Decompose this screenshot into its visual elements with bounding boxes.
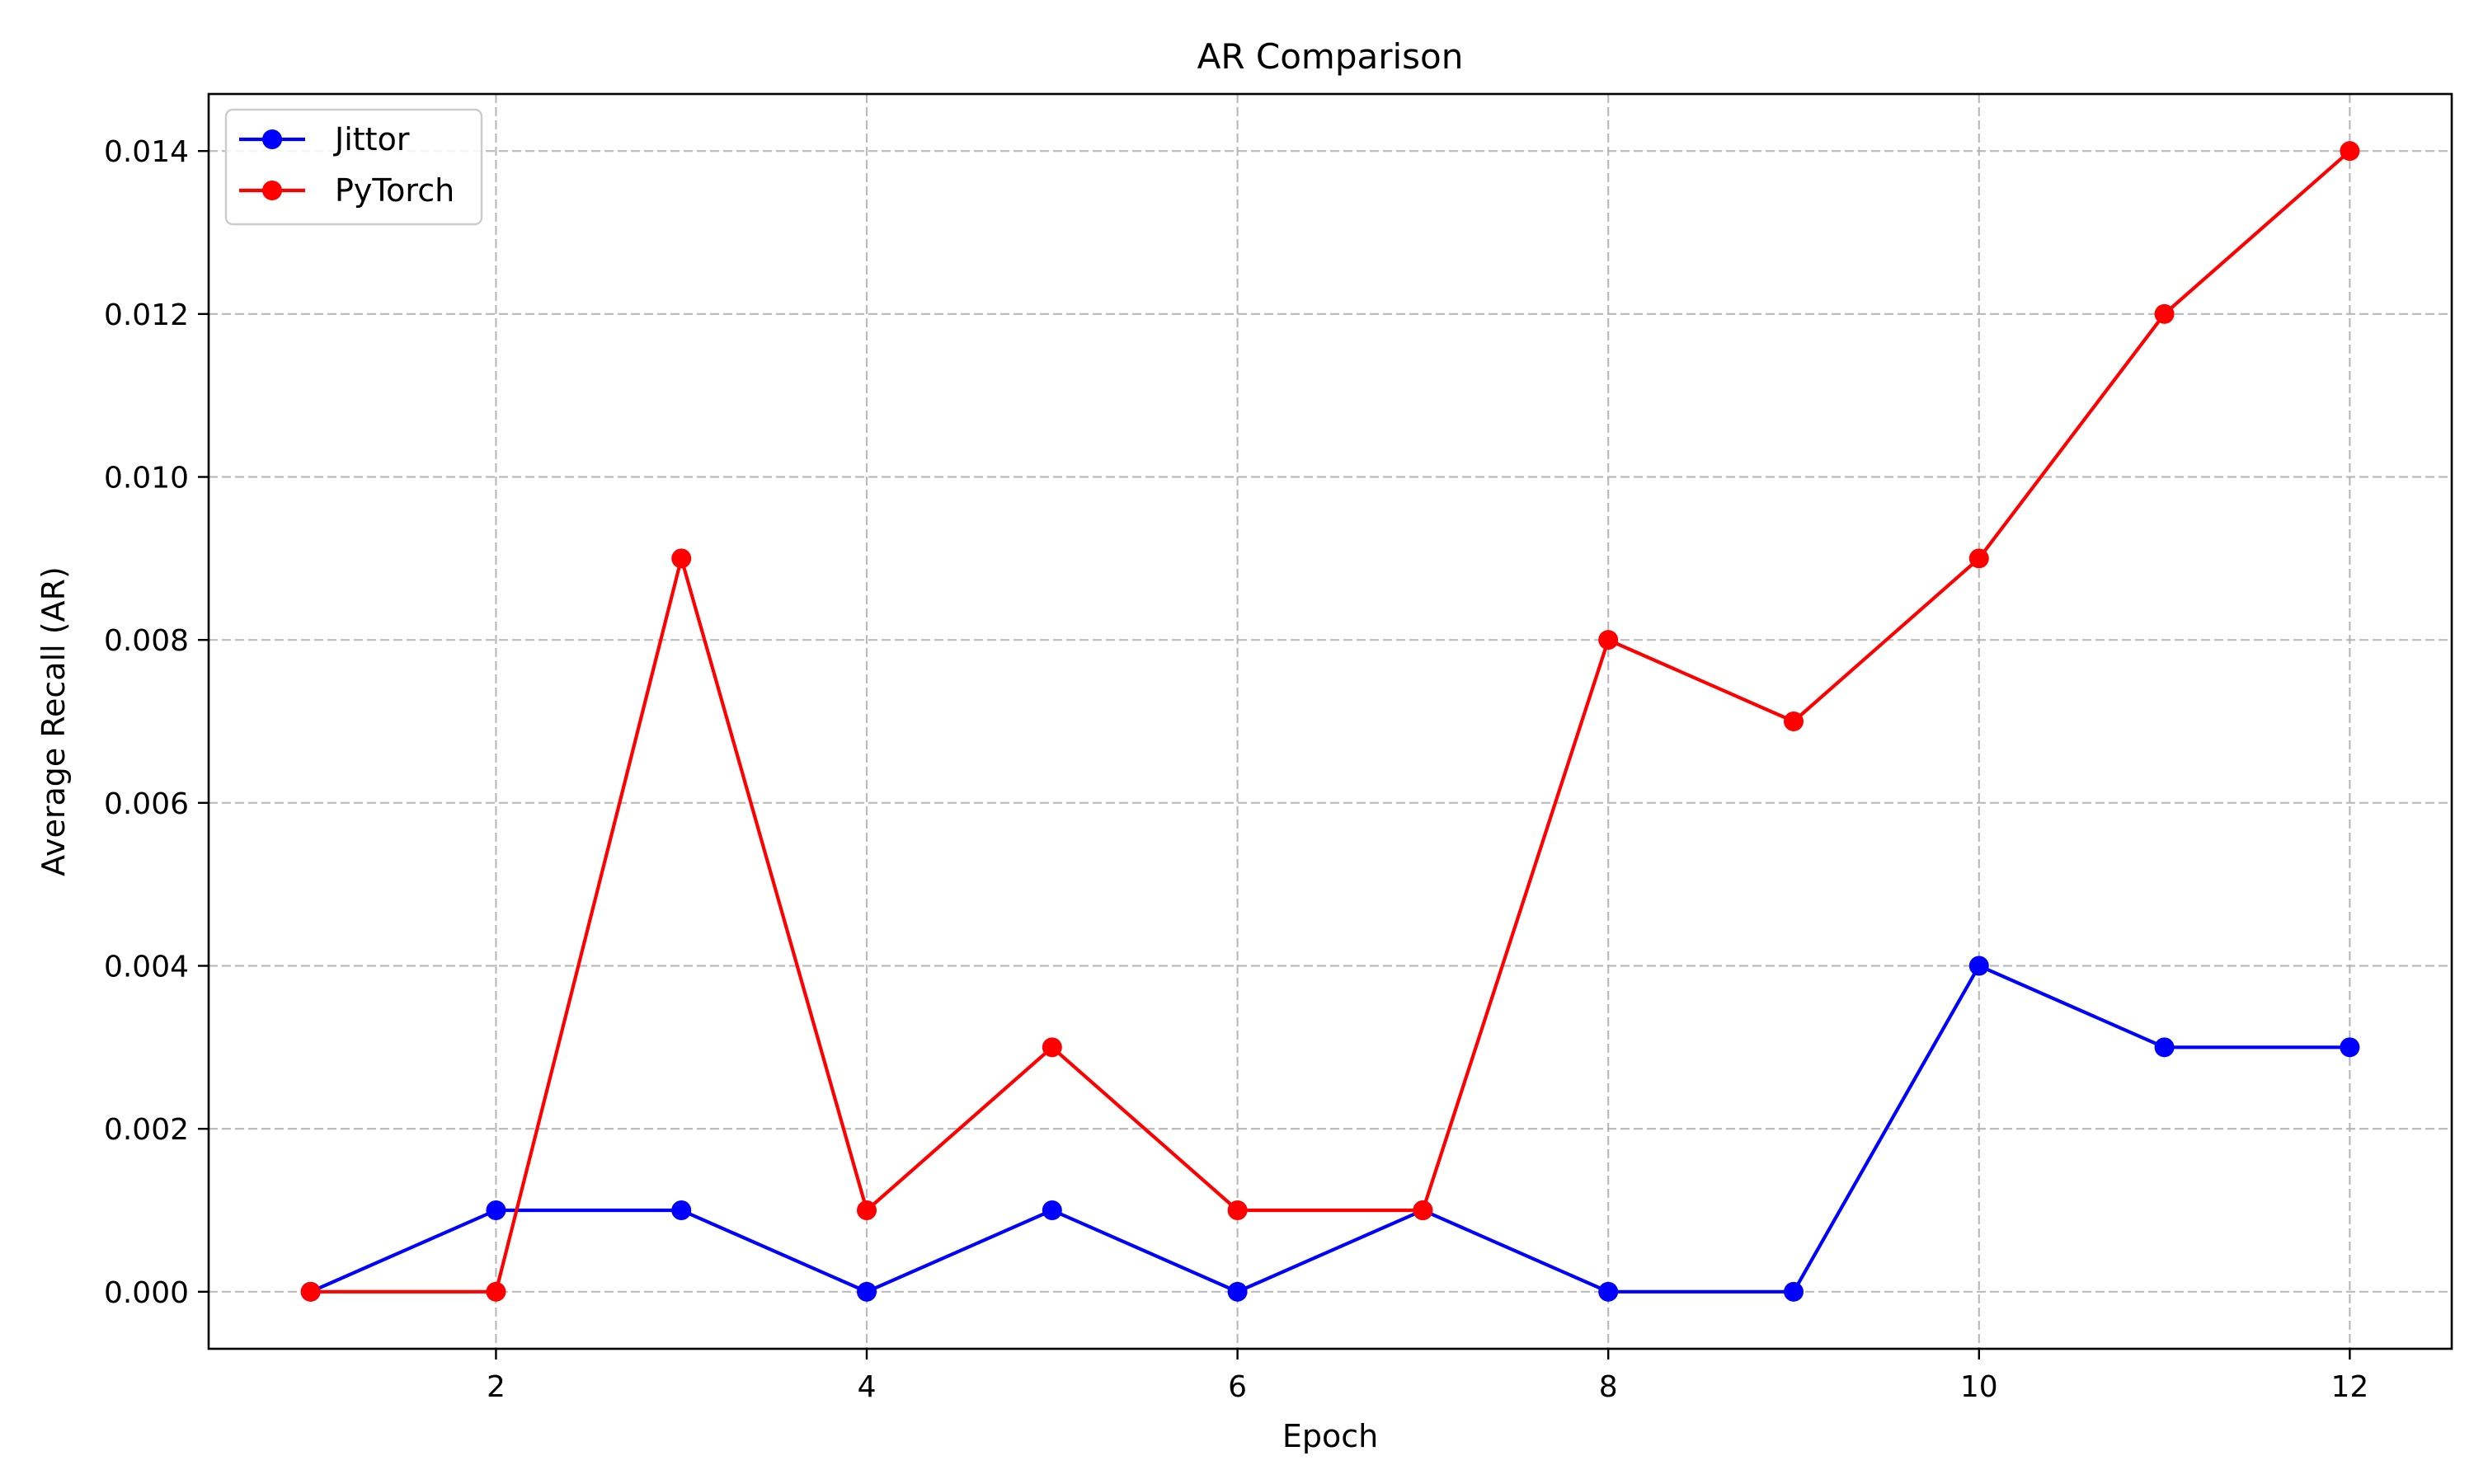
y-tick-label: 0.010	[104, 462, 189, 495]
y-tick-label: 0.012	[104, 298, 189, 332]
pytorch-point	[486, 1281, 506, 1302]
series-layer	[300, 141, 2360, 1302]
legend-label-pytorch: PyTorch	[335, 172, 454, 209]
x-tick-label: 12	[2331, 1370, 2368, 1404]
jittor-point	[2154, 1037, 2175, 1058]
jittor-point	[2340, 1037, 2360, 1058]
chart-title: AR Comparison	[1197, 36, 1464, 77]
y-axis-ticks: 0.000 0.002 0.004 0.006 0.008 0.010 0.012 0.014	[104, 135, 209, 1310]
pytorch-point	[671, 548, 692, 569]
x-tick-label: 4	[858, 1370, 877, 1404]
legend-label-jittor: Jittor	[333, 121, 410, 157]
series-pytorch	[300, 141, 2360, 1302]
legend-item-pytorch: PyTorch	[239, 172, 454, 209]
pytorch-point	[1968, 548, 1989, 569]
x-tick-label: 2	[487, 1370, 506, 1404]
pytorch-point	[2154, 303, 2175, 324]
jittor-point	[486, 1200, 506, 1220]
legend: Jittor PyTorch	[224, 108, 483, 226]
y-tick-label: 0.000	[104, 1276, 189, 1310]
jittor-point	[1227, 1281, 1248, 1302]
pytorch-point	[1598, 630, 1619, 650]
pytorch-point	[857, 1200, 877, 1220]
pytorch-point	[1042, 1037, 1062, 1058]
x-tick-label: 10	[1960, 1370, 1998, 1404]
x-axis-ticks: 2 4 6 8 10 12	[487, 1349, 2368, 1404]
grid-lines	[209, 94, 2452, 1349]
pytorch-line	[310, 149, 2351, 1294]
jittor-point	[1783, 1281, 1804, 1302]
pytorch-point	[1783, 711, 1804, 731]
legend-marker-jittor	[262, 129, 282, 149]
jittor-line	[309, 964, 2350, 1294]
pytorch-point	[2340, 141, 2360, 162]
y-tick-label: 0.008	[104, 624, 189, 658]
pytorch-point	[1227, 1200, 1248, 1220]
legend-marker-pytorch	[262, 181, 282, 200]
pytorch-point	[300, 1281, 321, 1302]
legend-items: Jittor PyTorch	[239, 121, 454, 209]
legend-item-jittor: Jittor	[239, 121, 410, 157]
pytorch-point	[1413, 1200, 1433, 1220]
y-tick-label: 0.002	[104, 1113, 189, 1147]
x-tick-label: 8	[1599, 1370, 1618, 1404]
x-tick-label: 6	[1228, 1370, 1247, 1404]
y-tick-label: 0.004	[104, 950, 189, 984]
y-axis-label: Average Recall (AR)	[35, 566, 72, 876]
jittor-point	[1598, 1281, 1619, 1302]
y-tick-label: 0.014	[104, 135, 189, 169]
jittor-point	[857, 1281, 877, 1302]
jittor-point	[1042, 1200, 1062, 1220]
x-axis-label: Epoch	[1282, 1418, 1378, 1454]
plot-frame	[207, 92, 2453, 1350]
y-tick-label: 0.006	[104, 787, 189, 821]
jittor-point	[1968, 956, 1989, 976]
jittor-point	[671, 1200, 692, 1220]
